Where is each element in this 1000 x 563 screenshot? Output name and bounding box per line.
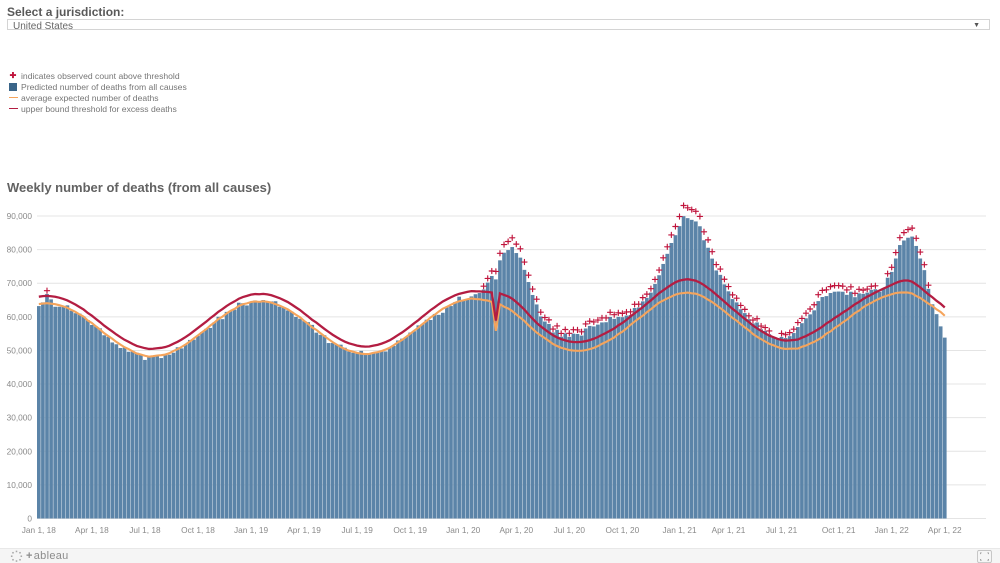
svg-text:Jan 1, 20: Jan 1, 20 xyxy=(446,525,481,535)
svg-text:50,000: 50,000 xyxy=(7,345,33,355)
svg-text:40,000: 40,000 xyxy=(7,379,33,389)
svg-text:Jan 1, 21: Jan 1, 21 xyxy=(662,525,697,535)
svg-text:Jul 1, 21: Jul 1, 21 xyxy=(766,525,798,535)
svg-text:Jan 1, 18: Jan 1, 18 xyxy=(22,525,57,535)
svg-text:20,000: 20,000 xyxy=(7,446,33,456)
svg-text:30,000: 30,000 xyxy=(7,413,33,423)
svg-text:Oct 1, 20: Oct 1, 20 xyxy=(606,525,640,535)
svg-text:Jan 1, 19: Jan 1, 19 xyxy=(234,525,269,535)
svg-text:90,000: 90,000 xyxy=(7,211,33,221)
svg-text:Oct 1, 18: Oct 1, 18 xyxy=(181,525,215,535)
svg-text:10,000: 10,000 xyxy=(7,480,33,490)
svg-text:Apr 1, 21: Apr 1, 21 xyxy=(712,525,746,535)
svg-text:60,000: 60,000 xyxy=(7,312,33,322)
svg-text:70,000: 70,000 xyxy=(7,278,33,288)
svg-text:Jul 1, 19: Jul 1, 19 xyxy=(341,525,373,535)
svg-text:Apr 1, 18: Apr 1, 18 xyxy=(75,525,109,535)
svg-text:Apr 1, 19: Apr 1, 19 xyxy=(287,525,321,535)
svg-text:Oct 1, 19: Oct 1, 19 xyxy=(393,525,427,535)
svg-text:Apr 1, 20: Apr 1, 20 xyxy=(499,525,533,535)
svg-text:Apr 1, 22: Apr 1, 22 xyxy=(928,525,962,535)
svg-text:Jul 1, 18: Jul 1, 18 xyxy=(129,525,161,535)
svg-text:Jan 1, 22: Jan 1, 22 xyxy=(875,525,910,535)
svg-text:Jul 1, 20: Jul 1, 20 xyxy=(554,525,586,535)
svg-text:0: 0 xyxy=(27,514,32,524)
svg-text:80,000: 80,000 xyxy=(7,245,33,255)
svg-text:Oct 1, 21: Oct 1, 21 xyxy=(822,525,856,535)
